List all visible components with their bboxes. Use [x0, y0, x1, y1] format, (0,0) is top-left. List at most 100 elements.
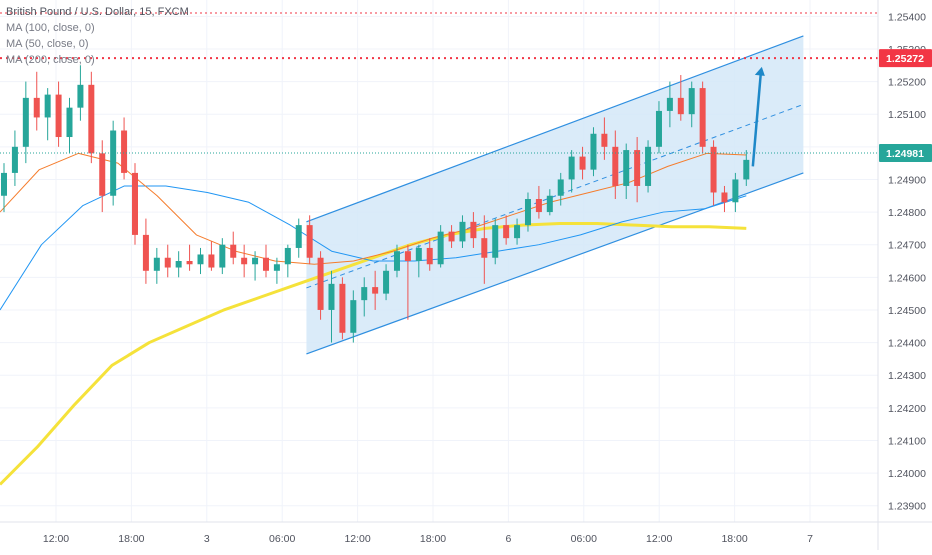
- candle-body: [208, 254, 215, 268]
- y-tick-label: 1.24000: [888, 468, 926, 480]
- candle-body: [284, 247, 291, 265]
- candle-body: [699, 88, 706, 147]
- candle-body: [219, 244, 226, 268]
- candle-body: [339, 283, 346, 333]
- candle-body: [503, 225, 510, 239]
- candle-body: [601, 133, 608, 147]
- candle-body: [590, 133, 597, 170]
- candle-body: [612, 146, 619, 186]
- candle-body: [186, 261, 193, 265]
- candle-body: [197, 254, 204, 265]
- candle-body: [110, 130, 117, 196]
- candle-body: [11, 146, 18, 173]
- candle-body: [437, 231, 444, 265]
- candle-body: [131, 172, 138, 235]
- x-tick-label: 06:00: [269, 533, 295, 545]
- symbol-title[interactable]: British Pound / U.S. Dollar, 15, FXCM: [6, 6, 189, 18]
- y-tick-label: 1.24800: [888, 207, 926, 219]
- candle-body: [230, 244, 237, 258]
- candle-body: [295, 225, 302, 248]
- legend-ma100[interactable]: MA (100, close, 0): [6, 22, 95, 34]
- candle-body: [350, 300, 357, 333]
- y-tick-label: 1.24700: [888, 240, 926, 252]
- candle-body: [0, 172, 8, 196]
- legend-ma200[interactable]: MA (200, close, 0): [6, 54, 95, 66]
- candle-body: [328, 283, 335, 310]
- candle-body: [459, 221, 466, 242]
- price-axis[interactable]: 1.254001.253001.252001.251001.250001.249…: [877, 0, 932, 550]
- candle-body: [372, 287, 379, 294]
- candle-body: [666, 97, 673, 111]
- candle-body: [710, 146, 717, 193]
- candle-body: [241, 257, 248, 265]
- candle-body: [404, 251, 411, 261]
- current-price-label-box: [879, 144, 932, 163]
- y-tick-label: 1.25400: [888, 11, 926, 23]
- y-tick-label: 1.24900: [888, 174, 926, 186]
- candle-body: [634, 150, 641, 186]
- channel-lower-line: [306, 172, 804, 355]
- y-tick-label: 1.24100: [888, 435, 926, 447]
- legend-ma50[interactable]: MA (50, close, 0): [6, 38, 89, 50]
- x-tick-label: 18:00: [420, 533, 446, 545]
- ma200-line: [0, 221, 747, 486]
- grid: [0, 0, 878, 522]
- y-tick-label: 1.24400: [888, 338, 926, 350]
- candle-body: [88, 84, 95, 154]
- candle-body: [470, 221, 477, 239]
- red-level-label: 1.25272: [886, 53, 924, 65]
- candle-body: [557, 179, 564, 196]
- x-tick-label: 3: [204, 533, 210, 545]
- candle-body: [645, 146, 652, 186]
- candle-body: [415, 247, 422, 261]
- x-tick-label: 7: [807, 533, 813, 545]
- candles: [0, 65, 750, 343]
- candle-body: [535, 199, 542, 213]
- candle-body: [361, 287, 368, 301]
- candle-body: [306, 225, 313, 258]
- candle-body: [252, 257, 259, 265]
- y-tick-label: 1.24200: [888, 403, 926, 415]
- candle-body: [175, 261, 182, 268]
- candle-body: [164, 257, 171, 268]
- y-tick-label: 1.24500: [888, 305, 926, 317]
- x-tick-label: 06:00: [571, 533, 597, 545]
- y-tick-label: 1.25200: [888, 77, 926, 89]
- candle-body: [568, 156, 575, 180]
- candle-body: [66, 107, 73, 138]
- channel-mid-line: [306, 103, 804, 289]
- candle-body: [655, 110, 662, 147]
- candle-body: [153, 257, 160, 271]
- arrow-head: [754, 66, 765, 76]
- candle-body: [142, 234, 149, 271]
- candle-body: [426, 247, 433, 265]
- candle-body: [623, 150, 630, 186]
- candle-body: [448, 231, 455, 242]
- chart-legend: British Pound / U.S. Dollar, 15, FXCM MA…: [6, 4, 189, 68]
- x-tick-label: 18:00: [721, 533, 747, 545]
- candle-body: [492, 225, 499, 258]
- arrow-shaft: [751, 72, 763, 167]
- candle-body: [688, 88, 695, 115]
- candle-body: [22, 97, 29, 147]
- candle-body: [55, 94, 62, 138]
- candle-body: [524, 199, 531, 226]
- candle-body: [743, 159, 750, 180]
- y-tick-label: 1.24600: [888, 272, 926, 284]
- candle-body: [383, 270, 390, 294]
- candle-body: [44, 94, 51, 118]
- regression-channel[interactable]: [306, 35, 804, 355]
- x-tick-label: 6: [505, 533, 511, 545]
- x-tick-label: 18:00: [118, 533, 144, 545]
- x-tick-label: 12:00: [344, 533, 370, 545]
- channel-upper-line: [306, 35, 804, 223]
- candle-body: [721, 192, 728, 203]
- x-tick-label: 12:00: [646, 533, 672, 545]
- y-tick-label: 1.24300: [888, 370, 926, 382]
- time-axis[interactable]: 12:00 18:00 3 06:00 12:00 18:00 6 06:00 12:00 18:…: [0, 521, 932, 545]
- up-arrow-icon: [751, 66, 765, 167]
- price-levels: [0, 12, 878, 154]
- candle-body: [262, 257, 269, 271]
